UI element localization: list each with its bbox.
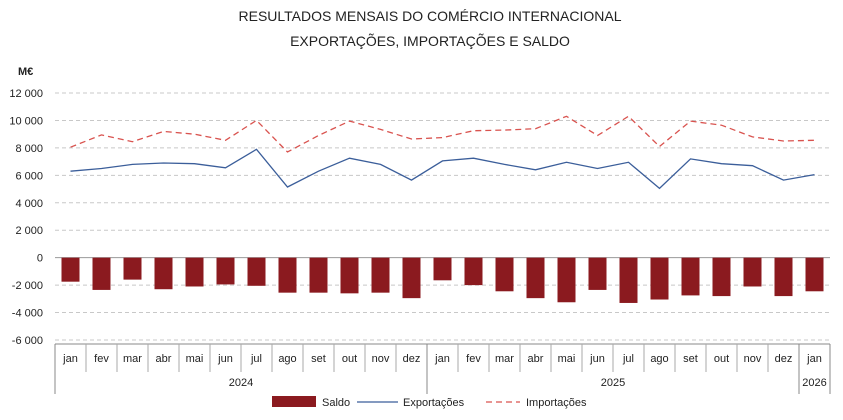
y-tick-label: 6 000 [15,170,43,182]
x-tick-label: mar [495,353,514,365]
x-tick-label: set [311,353,326,365]
saldo-bar [805,257,824,292]
saldo-bar [123,257,142,280]
x-tick-label: jan [434,353,450,365]
year-label: 2025 [601,377,625,389]
saldo-bar [340,257,359,294]
x-tick-label: abr [528,353,544,365]
saldo-bar [619,257,638,303]
x-tick-label: mai [186,353,204,365]
saldo-bar [247,257,266,286]
saldo-bar [278,257,297,293]
legend-importacoes-label: Importações [526,397,587,409]
gridlines [55,92,830,341]
legend: Saldo Exportações Importações [272,396,587,409]
x-tick-label: fev [94,353,109,365]
saldo-bars [61,257,824,303]
x-tick-label: mai [558,353,576,365]
y-axis-ticks: 12 000 10 000 8 000 6 000 4 000 2 000 0 -2 000 -… [9,88,43,347]
saldo-bar [650,257,669,300]
year-label: 2026 [802,377,826,389]
y-tick-label: 12 000 [9,88,43,100]
legend-saldo-label: Saldo [322,397,350,409]
x-tick-label: abr [156,353,172,365]
saldo-bar [774,257,793,297]
saldo-bar [402,257,421,299]
legend-saldo-swatch [272,396,316,407]
saldo-bar [526,257,545,299]
x-axis: jan fev mar abr mai jun jul ago set out nov dez jan f… [54,343,831,394]
x-tick-label: fev [466,353,481,365]
chart-subtitle: EXPORTAÇÕES, IMPORTAÇÕES E SALDO [290,33,570,49]
y-tick-label: -6 000 [12,335,43,347]
saldo-bar [154,257,173,290]
legend-exportacoes-label: Exportações [403,397,465,409]
x-tick-label: out [342,353,357,365]
x-tick-label: out [714,353,729,365]
x-tick-label: set [683,353,698,365]
saldo-bar [588,257,607,290]
saldo-bar [464,257,483,286]
x-tick-label: ago [278,353,296,365]
series-lines [70,115,815,190]
saldo-bar [92,257,111,290]
chart-title: RESULTADOS MENSAIS DO COMÉRCIO INTERNACI… [239,8,622,24]
saldo-bar [495,257,514,292]
y-tick-label: -2 000 [12,280,43,292]
saldo-bar [216,257,235,285]
saldo-bar [309,257,328,293]
exportacoes-line [70,148,815,190]
x-tick-label: mar [123,353,142,365]
x-tick-label: jun [589,353,605,365]
saldo-bar [712,257,731,297]
x-tick-label: jul [622,353,634,365]
importacoes-line [70,115,815,153]
x-tick-label: nov [372,353,390,365]
saldo-bar [371,257,390,293]
saldo-bar [743,257,762,287]
saldo-bar [557,257,576,303]
saldo-bar [433,257,452,281]
x-tick-label: dez [775,353,793,365]
x-tick-label: jul [250,353,262,365]
saldo-bar [681,257,700,296]
year-label: 2024 [229,377,253,389]
y-tick-label: 2 000 [15,225,43,237]
y-tick-label: 10 000 [9,115,43,127]
x-tick-label: dez [403,353,421,365]
y-tick-label: 4 000 [15,198,43,210]
y-tick-label: 8 000 [15,143,43,155]
x-tick-label: jan [62,353,78,365]
x-tick-label: jan [806,353,822,365]
x-tick-label: nov [744,353,762,365]
y-tick-label: -4 000 [12,308,43,320]
y-tick-label: 0 [37,253,43,265]
saldo-bar [185,257,204,287]
saldo-bar [61,257,80,282]
unit-label: M€ [18,66,33,78]
x-tick-label: jun [217,353,233,365]
x-tick-label: ago [650,353,668,365]
